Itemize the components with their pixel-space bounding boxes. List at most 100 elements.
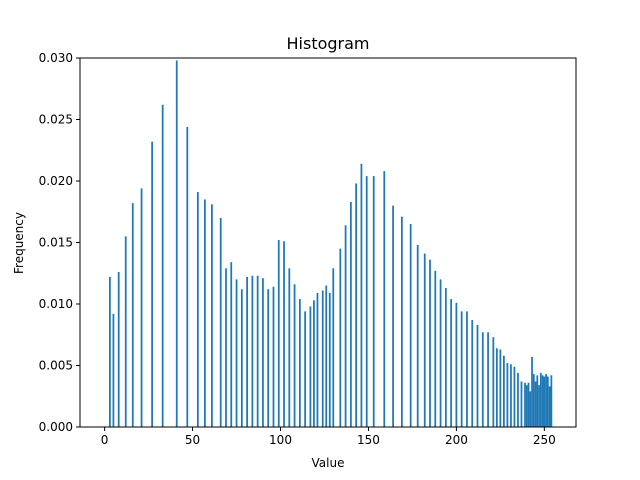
histogram-bar bbox=[204, 199, 206, 427]
histogram-bar bbox=[400, 216, 403, 427]
histogram-bar bbox=[506, 363, 509, 427]
histogram-bar bbox=[520, 381, 523, 427]
histogram-bar bbox=[235, 279, 238, 427]
histogram-bar bbox=[383, 171, 386, 427]
y-tick-label: 0.010 bbox=[39, 297, 73, 311]
histogram-bar bbox=[309, 306, 312, 427]
histogram-bar bbox=[151, 141, 153, 427]
histogram-bar bbox=[161, 104, 164, 428]
y-axis-label: Frequency bbox=[12, 212, 26, 274]
histogram-bar bbox=[429, 259, 431, 427]
histogram-bar bbox=[140, 188, 143, 427]
histogram-bar bbox=[283, 241, 285, 427]
histogram-bar bbox=[219, 217, 222, 427]
histogram-bar bbox=[543, 376, 546, 427]
plot-area bbox=[80, 58, 576, 427]
histogram-bar bbox=[513, 366, 516, 427]
y-tick-label: 0.000 bbox=[39, 420, 73, 434]
histogram-bar bbox=[112, 313, 115, 427]
histogram-bar bbox=[434, 270, 437, 427]
histogram-bar bbox=[546, 376, 549, 427]
histogram-bar bbox=[131, 203, 134, 427]
histogram-bar bbox=[476, 324, 479, 427]
histogram-bar bbox=[444, 288, 447, 427]
histogram-bar bbox=[293, 284, 296, 427]
histogram-bar bbox=[517, 372, 519, 427]
histogram-bar bbox=[487, 332, 489, 427]
histogram-bar bbox=[524, 382, 526, 427]
histogram-bar bbox=[256, 275, 259, 427]
histogram-bar bbox=[455, 302, 458, 427]
histogram-bar bbox=[277, 240, 280, 427]
histogram-bar bbox=[372, 176, 375, 427]
histogram-bar bbox=[175, 60, 178, 428]
histogram-bar bbox=[534, 381, 537, 427]
x-tick-label: 150 bbox=[357, 433, 380, 447]
histogram-bar bbox=[510, 364, 512, 427]
x-axis-label: Value bbox=[312, 456, 345, 470]
histogram-bar bbox=[339, 248, 342, 427]
histogram-bar bbox=[211, 204, 213, 427]
histogram-bar bbox=[550, 375, 553, 427]
histogram-bar bbox=[355, 183, 358, 427]
y-tick-label: 0.005 bbox=[39, 359, 73, 373]
histogram-bar bbox=[529, 391, 532, 427]
histogram-bar bbox=[392, 205, 394, 427]
histogram-bar bbox=[541, 375, 544, 427]
histogram-bar bbox=[332, 268, 335, 427]
y-tick-label: 0.030 bbox=[39, 51, 73, 65]
histogram-bar bbox=[344, 225, 347, 427]
histogram-bar bbox=[298, 299, 301, 427]
histogram-bar bbox=[539, 372, 542, 427]
histogram-bar bbox=[416, 244, 419, 427]
histogram-bar bbox=[423, 253, 426, 427]
histogram-bar bbox=[262, 278, 264, 427]
histogram-bar bbox=[109, 276, 111, 427]
histogram-bar bbox=[251, 275, 254, 427]
histogram-bar bbox=[288, 268, 291, 427]
histogram-bar bbox=[325, 285, 328, 427]
histogram-bar bbox=[186, 126, 189, 427]
histogram-bar bbox=[492, 337, 495, 427]
histogram-bar bbox=[304, 311, 307, 427]
chart-title: Histogram bbox=[287, 34, 370, 53]
histogram-bar bbox=[267, 289, 270, 427]
histogram-bar bbox=[225, 268, 227, 427]
histogram-bar bbox=[316, 292, 319, 427]
histogram-bar bbox=[450, 299, 452, 427]
histogram-bar bbox=[360, 163, 363, 427]
x-tick-label: 100 bbox=[269, 433, 292, 447]
y-tick-label: 0.025 bbox=[39, 113, 73, 127]
histogram-bar bbox=[196, 192, 199, 427]
histogram-bar bbox=[532, 374, 535, 427]
histogram-bar bbox=[495, 348, 498, 427]
histogram-bar bbox=[536, 375, 539, 427]
histogram-bar bbox=[240, 289, 243, 427]
histogram-bar bbox=[124, 236, 127, 427]
y-tick-label: 0.020 bbox=[39, 174, 73, 188]
histogram-bar bbox=[545, 374, 547, 427]
histogram-bar bbox=[481, 332, 484, 427]
y-axis-ticks: 0.000 0.005 0.010 0.015 0.020 0.025 0.030 bbox=[39, 51, 80, 434]
histogram-bar bbox=[246, 276, 248, 427]
x-tick-label: 0 bbox=[101, 433, 109, 447]
x-tick-label: 50 bbox=[185, 433, 200, 447]
histogram-bar bbox=[313, 300, 315, 427]
x-tick-label: 200 bbox=[445, 433, 468, 447]
histogram-bar bbox=[230, 262, 233, 427]
histogram-bar bbox=[409, 224, 412, 427]
histogram-bar bbox=[439, 279, 442, 427]
x-tick-label: 250 bbox=[533, 433, 556, 447]
histogram-bar bbox=[328, 292, 331, 427]
histogram-bar bbox=[466, 311, 468, 427]
histogram-bar bbox=[460, 311, 463, 427]
histogram-bar bbox=[531, 356, 533, 427]
histogram-bar bbox=[321, 290, 324, 427]
histogram-bar bbox=[503, 355, 505, 427]
histogram-bar bbox=[499, 349, 502, 427]
histogram-bar bbox=[117, 272, 120, 427]
histogram-bar bbox=[538, 385, 540, 427]
x-axis-ticks: 0 50 100 150 200 250 bbox=[101, 427, 556, 447]
bars-group bbox=[109, 60, 553, 428]
